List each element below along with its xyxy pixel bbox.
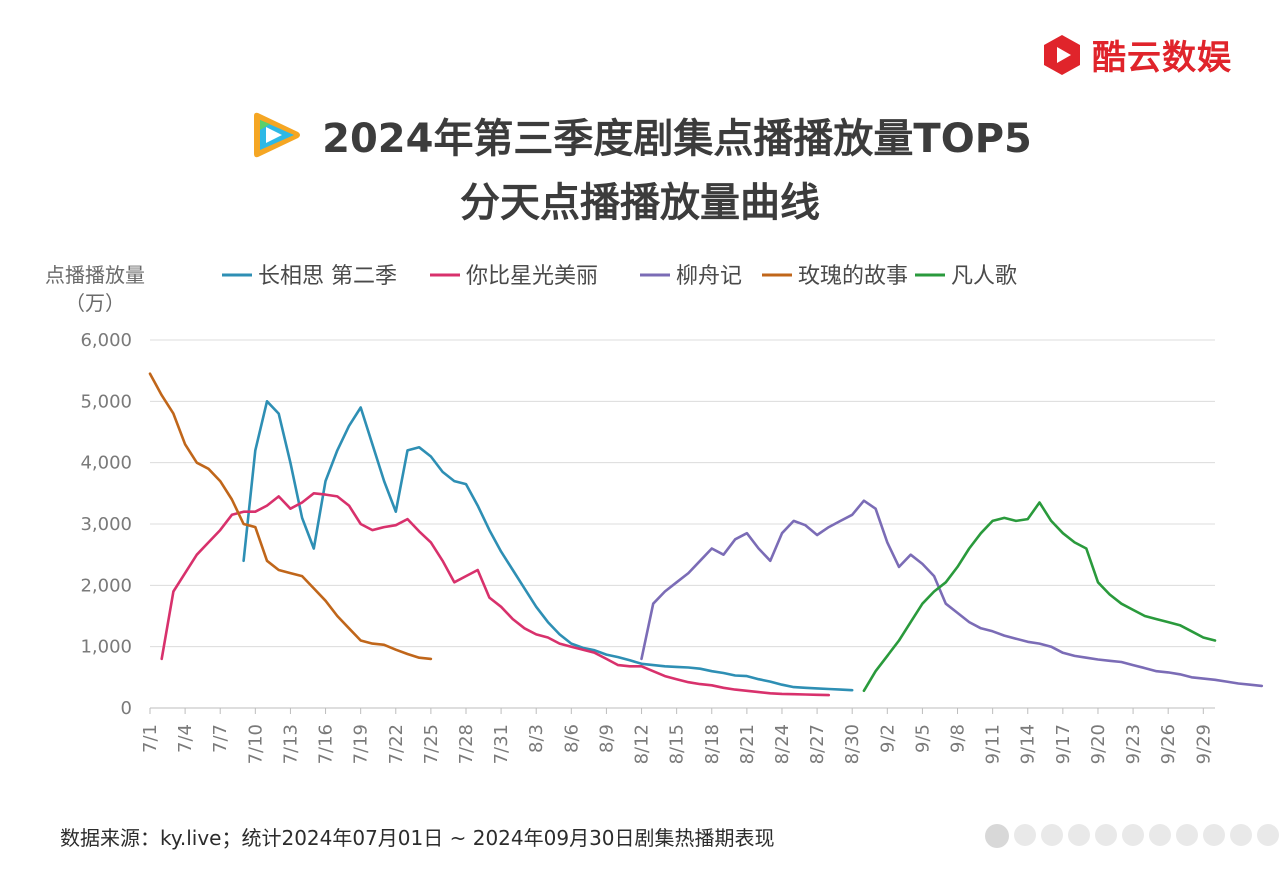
legend-label: 玫瑰的故事 — [798, 264, 908, 289]
x-tick-label: 9/2 — [877, 724, 898, 753]
page-dot — [1257, 824, 1279, 846]
x-tick-label: 7/19 — [351, 724, 372, 764]
x-tick-label: 8/24 — [772, 724, 793, 764]
series-line — [862, 501, 1217, 693]
legend-label: 长相思 第二季 — [258, 264, 397, 289]
x-tick-label: 7/1 — [140, 724, 161, 753]
y-tick-label: 4,000 — [80, 453, 132, 474]
x-tick-label: 7/4 — [175, 724, 196, 753]
chart-title: 2024年第三季度剧集点播播放量TOP5 分天点播播放量曲线 — [200, 106, 1080, 228]
x-tick-label: 9/20 — [1088, 724, 1109, 764]
series-line — [148, 372, 433, 661]
x-tick-label: 7/10 — [245, 724, 266, 764]
x-tick-label: 9/14 — [1018, 724, 1039, 764]
y-axis-label-unit: （万） — [65, 291, 125, 315]
page-dot — [1068, 824, 1090, 846]
y-tick-label: 1,000 — [80, 637, 132, 658]
page-dot — [985, 824, 1009, 848]
page-dot — [1041, 824, 1063, 846]
title-line-2: 分天点播播放量曲线 — [460, 180, 820, 226]
title-line-1: 2024年第三季度剧集点播播放量TOP5 — [322, 116, 1032, 162]
y-tick-label: 2,000 — [80, 575, 132, 596]
x-tick-label: 7/31 — [491, 724, 512, 764]
brand-logo: 酷云数娱 — [1040, 30, 1232, 79]
y-axis-ticks: 0 1,000 2,000 3,000 4,000 5,000 6,000 — [80, 330, 132, 719]
y-tick-label: 0 — [121, 698, 132, 719]
series-line — [160, 491, 831, 697]
y-tick-label: 3,000 — [80, 514, 132, 535]
tencent-video-icon — [254, 112, 301, 158]
page-dot — [1230, 824, 1252, 846]
x-tick-label: 8/18 — [702, 724, 723, 764]
x-axis-ticks: 7/1 7/4 7/7 7/10 7/13 7/16 7/19 7/22 7/25 7/28 7/3… — [140, 708, 1214, 764]
brand-play-icon — [1044, 34, 1080, 75]
legend: 长相思 第二季 你比星光美丽 柳舟记 玫瑰的故事 凡人歌 — [222, 264, 1017, 289]
source-footnote: 数据来源：ky.live；统计2024年07月01日 ~ 2024年09月30日… — [60, 826, 775, 850]
x-tick-label: 8/3 — [526, 724, 547, 753]
x-tick-label: 8/9 — [596, 724, 617, 753]
x-tick-label: 9/23 — [1123, 724, 1144, 764]
x-tick-label: 8/6 — [561, 724, 582, 753]
page-dot — [1122, 824, 1144, 846]
x-tick-label: 8/21 — [737, 724, 758, 764]
x-tick-label: 9/17 — [1053, 724, 1074, 764]
legend-label: 你比星光美丽 — [466, 264, 598, 289]
x-tick-label: 9/26 — [1158, 724, 1179, 764]
x-tick-label: 8/15 — [667, 724, 688, 764]
x-tick-label: 7/28 — [456, 724, 477, 764]
page-dot — [1014, 824, 1036, 846]
page-dot — [1176, 824, 1198, 846]
grid-lines — [150, 339, 1215, 709]
x-tick-label: 8/27 — [807, 724, 828, 764]
y-tick-label: 6,000 — [80, 330, 132, 351]
x-tick-label: 7/22 — [386, 724, 407, 764]
x-tick-label: 7/13 — [280, 724, 301, 764]
brand-name: 酷云数娱 — [1092, 38, 1232, 78]
legend-label: 凡人歌 — [951, 264, 1017, 289]
x-tick-label: 9/29 — [1193, 724, 1214, 764]
legend-label: 柳舟记 — [676, 264, 742, 289]
series-line — [640, 499, 1264, 688]
x-tick-label: 9/11 — [983, 724, 1004, 764]
x-tick-label: 8/12 — [632, 724, 653, 764]
x-tick-label: 8/30 — [842, 724, 863, 764]
series-line — [242, 399, 854, 692]
y-axis-label-line: 点播播放量 — [45, 263, 145, 287]
y-tick-label: 5,000 — [80, 391, 132, 412]
page-dot — [1095, 824, 1117, 846]
x-tick-label: 7/25 — [421, 724, 442, 764]
page-indicator — [985, 824, 1279, 848]
x-tick-label: 9/5 — [912, 724, 933, 753]
page-dot — [1203, 824, 1225, 846]
x-tick-label: 7/16 — [316, 724, 337, 764]
x-tick-label: 7/7 — [210, 724, 231, 753]
series-lines — [148, 372, 1264, 697]
page-dot — [1149, 824, 1171, 846]
x-tick-label: 9/8 — [948, 724, 969, 753]
y-axis-label: 点播播放量 （万） — [45, 263, 145, 315]
